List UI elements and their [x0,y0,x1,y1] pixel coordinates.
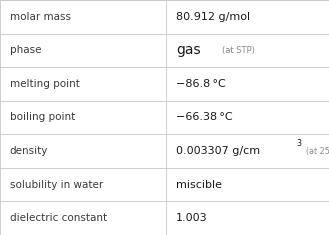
Text: (at STP): (at STP) [222,46,255,55]
Text: molar mass: molar mass [10,12,71,22]
Text: phase: phase [10,45,41,55]
Text: 0.003307 g/cm: 0.003307 g/cm [176,146,260,156]
Text: solubility in water: solubility in water [10,180,103,190]
Text: gas: gas [176,43,201,57]
Text: density: density [10,146,48,156]
Text: −66.38 °C: −66.38 °C [176,113,233,122]
Text: 80.912 g/mol: 80.912 g/mol [176,12,250,22]
Text: 3: 3 [296,139,301,148]
Text: dielectric constant: dielectric constant [10,213,107,223]
Text: boiling point: boiling point [10,113,75,122]
Text: miscible: miscible [176,180,222,190]
Text: −86.8 °C: −86.8 °C [176,79,226,89]
Text: melting point: melting point [10,79,80,89]
Text: 1.003: 1.003 [176,213,208,223]
Text: (at 25 °C): (at 25 °C) [306,147,329,156]
